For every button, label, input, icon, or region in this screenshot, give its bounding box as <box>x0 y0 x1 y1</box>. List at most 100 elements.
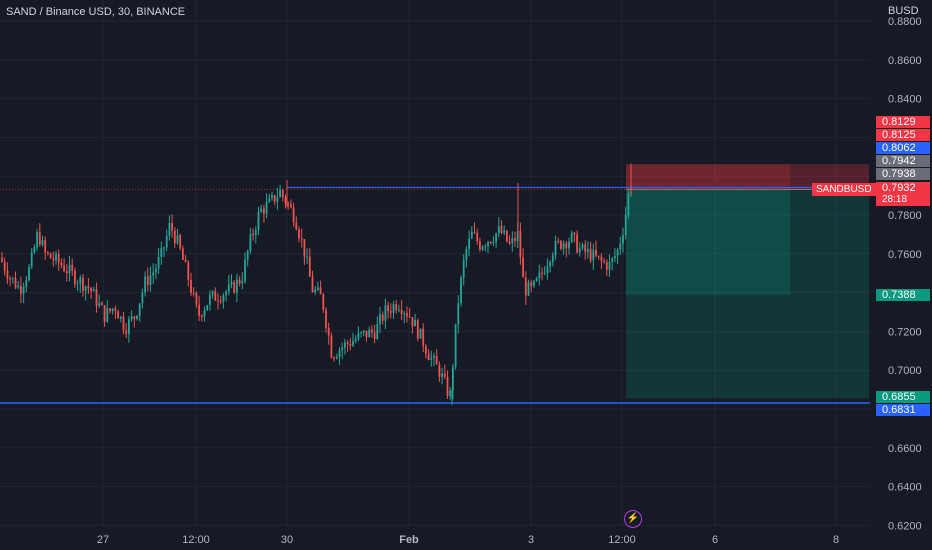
candle-body <box>468 238 470 249</box>
time-tick-label: 27 <box>97 534 109 546</box>
candle-body <box>319 287 322 295</box>
candle-body <box>206 305 209 311</box>
candle-body <box>176 235 179 244</box>
candle-body <box>497 226 500 234</box>
candle-body <box>395 304 398 310</box>
candle-body <box>330 335 333 358</box>
price-tick-label: 0.6400 <box>888 482 922 494</box>
candle-body <box>227 284 230 292</box>
candle-body <box>271 195 273 199</box>
candle-body <box>317 287 319 290</box>
candle-body <box>179 235 182 249</box>
candle-body <box>538 272 541 278</box>
candle-body <box>111 308 114 312</box>
candle-body <box>238 279 241 284</box>
candle-body <box>222 295 225 302</box>
time-tick-label: 12:00 <box>608 534 636 546</box>
candle-body <box>268 198 271 203</box>
candle-body <box>600 256 603 261</box>
candle-body <box>200 315 203 317</box>
candle-body <box>14 277 17 288</box>
price-tag: 0.6831 <box>876 404 930 416</box>
candle-body <box>63 265 65 272</box>
candle-body <box>33 247 36 253</box>
candle-body <box>338 350 341 357</box>
candle-body <box>314 289 317 293</box>
candle-body <box>406 313 408 317</box>
candle-body <box>233 282 236 293</box>
candle-body <box>389 311 392 313</box>
candle-body <box>500 226 503 233</box>
price-tick-label: 0.8400 <box>888 94 922 106</box>
time-tick-label: 8 <box>833 534 839 546</box>
candle-body <box>492 241 495 243</box>
candle-body <box>84 286 87 291</box>
candle-body <box>614 255 616 259</box>
candle-body <box>408 316 411 318</box>
candle-body <box>133 316 136 319</box>
candle-body <box>9 278 11 280</box>
candle-body <box>276 197 279 202</box>
candle-body <box>595 249 597 256</box>
candle-body <box>173 230 176 244</box>
candle-body <box>155 268 157 273</box>
candle-body <box>562 243 565 249</box>
candle-body <box>106 308 109 322</box>
candle-body <box>184 259 187 263</box>
candle-body <box>117 311 119 319</box>
candle-body <box>425 346 427 354</box>
candle-body <box>487 241 489 247</box>
candle-body <box>608 262 611 270</box>
lightning-bolt-icon[interactable]: ⚡ <box>624 510 642 528</box>
candle-body <box>141 292 144 304</box>
candle-body <box>192 292 195 294</box>
price-tick-label: 0.6600 <box>888 443 922 455</box>
candle-body <box>533 280 535 287</box>
candle-body <box>570 232 573 242</box>
candle-body <box>41 240 44 245</box>
candle-body <box>344 342 346 348</box>
candle-body <box>209 294 211 306</box>
price-tick-label: 0.7000 <box>888 365 922 377</box>
candle-body <box>71 264 74 271</box>
candle-body <box>543 273 546 275</box>
candle-body <box>616 249 619 256</box>
candle-body <box>295 222 298 230</box>
candle-body <box>481 246 484 250</box>
candle-body <box>22 286 25 294</box>
candle-body <box>82 277 84 291</box>
candle-body <box>516 230 519 242</box>
candle-body <box>122 316 125 331</box>
candle-body <box>557 240 560 242</box>
candle-body <box>1 257 3 262</box>
candle-body <box>55 253 57 261</box>
candle-body <box>470 232 473 239</box>
candle-body <box>371 329 373 333</box>
candle-body <box>325 309 327 328</box>
candle-body <box>281 190 284 197</box>
candle-body <box>414 320 416 327</box>
candle-body <box>198 304 200 316</box>
candle-body <box>573 232 576 235</box>
candle-body <box>95 289 98 306</box>
candle-body <box>476 232 479 242</box>
candle-body <box>438 364 441 377</box>
candle-body <box>303 238 306 257</box>
candle-body <box>244 259 246 282</box>
candle-body <box>260 208 263 213</box>
candle-body <box>430 357 433 360</box>
candle-body <box>379 314 381 324</box>
candle-body <box>292 207 295 223</box>
candle-body <box>568 241 570 249</box>
candle-body <box>465 248 468 260</box>
candle-body <box>584 244 587 252</box>
candle-body <box>60 262 63 266</box>
candle-body <box>168 222 171 236</box>
candle-body <box>87 286 90 289</box>
candle-body <box>443 373 446 377</box>
candle-body <box>125 330 128 334</box>
price-tick-label: 0.8800 <box>888 16 922 28</box>
candle-body <box>527 282 530 296</box>
candle-body <box>300 238 303 240</box>
